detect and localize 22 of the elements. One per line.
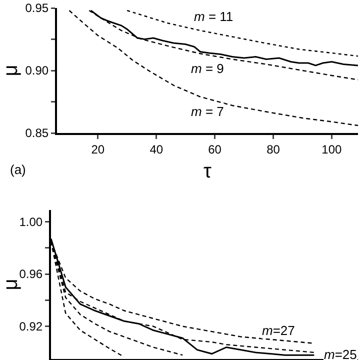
annotation: m = 9 (191, 61, 224, 76)
line-series (68, 10, 358, 126)
y-axis-title: μ (0, 64, 22, 76)
x-tick-label: 20 (91, 142, 105, 156)
x-tick-label: 40 (150, 142, 164, 156)
y-tick-label: 0.92 (19, 320, 43, 334)
annotation: m=27 (262, 323, 295, 338)
x-tick-label: 80 (266, 142, 280, 156)
y-tick-label: 1.00 (19, 214, 43, 229)
annotation: m = 7 (191, 104, 224, 119)
text: (a) (10, 162, 26, 177)
x-axis-title: τ (204, 160, 212, 182)
y-tick-label: 0.95 (25, 1, 49, 16)
x-tick-label: 100 (322, 142, 342, 156)
y-tick-label: 0.96 (19, 267, 43, 282)
y-axis-title: μ (0, 278, 22, 290)
annotation: m = 11 (194, 9, 234, 24)
y-tick-label: 0.85 (25, 126, 49, 140)
line-series (126, 10, 358, 57)
x-tick-label: 60 (208, 142, 222, 156)
y-tick-label: 0.90 (25, 64, 49, 78)
annotation: m=25 (324, 347, 357, 360)
